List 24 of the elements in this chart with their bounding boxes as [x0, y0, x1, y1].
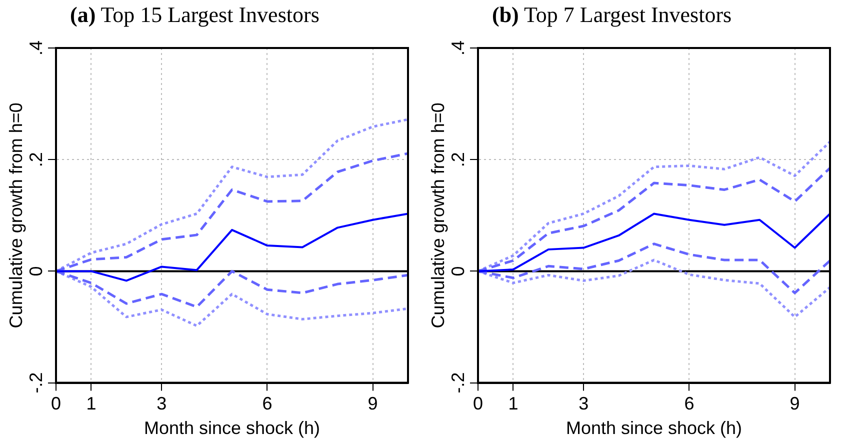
- x-tick-label: 3: [578, 394, 589, 414]
- y-tick-label: .2: [448, 152, 468, 168]
- x-tick-label: 6: [684, 394, 694, 414]
- chart-title: (a) Top 15 Largest Investors: [70, 2, 320, 28]
- y-axis-title: Cumulative growth from h=0: [6, 102, 26, 328]
- x-tick-label: 0: [472, 394, 484, 414]
- x-tick-label: 3: [156, 394, 167, 414]
- x-tick-label: 6: [262, 394, 272, 414]
- x-tick-label: 1: [86, 394, 96, 414]
- x-axis-title: Month since shock (h): [144, 418, 320, 438]
- x-axis-title: Month since shock (h): [566, 418, 742, 438]
- x-tick-label: 9: [368, 394, 378, 414]
- y-tick-label: .4: [26, 40, 46, 56]
- x-tick-label: 9: [790, 394, 800, 414]
- y-tick-label: 0: [26, 266, 46, 276]
- y-tick-label: 0: [448, 266, 468, 276]
- x-tick-label: 0: [50, 394, 62, 414]
- chart-title: (b) Top 7 Largest Investors: [492, 2, 732, 28]
- y-axis-title: Cumulative growth from h=0: [428, 102, 448, 328]
- y-tick-label: -.2: [448, 372, 468, 394]
- y-tick-label: -.2: [26, 372, 46, 394]
- y-tick-label: .2: [26, 152, 46, 168]
- x-tick-label: 1: [508, 394, 518, 414]
- y-tick-label: .4: [448, 40, 468, 56]
